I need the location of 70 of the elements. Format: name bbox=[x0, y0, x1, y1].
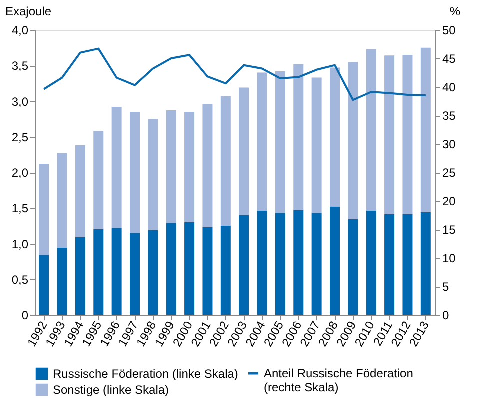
bar bbox=[348, 220, 358, 315]
bar bbox=[384, 56, 395, 215]
y2-tick-label: 35 bbox=[442, 109, 456, 123]
y-axis-title: Exajoule bbox=[6, 4, 52, 18]
bar bbox=[184, 222, 195, 315]
bar bbox=[112, 106, 122, 228]
bar bbox=[130, 233, 140, 315]
bar bbox=[239, 88, 250, 216]
bar bbox=[402, 54, 413, 215]
bar bbox=[257, 72, 268, 211]
bar bbox=[239, 215, 250, 315]
y2-tick-label: 0 bbox=[442, 308, 450, 322]
y2-tick-label: 30 bbox=[442, 138, 456, 152]
bar bbox=[275, 71, 286, 214]
bar bbox=[57, 248, 68, 315]
bar bbox=[330, 206, 340, 315]
bar bbox=[257, 210, 268, 315]
bar bbox=[420, 212, 431, 315]
bar bbox=[294, 210, 304, 315]
bar bbox=[166, 110, 176, 224]
y2-tick-label: 45 bbox=[442, 52, 456, 66]
bar bbox=[112, 228, 122, 315]
bar bbox=[148, 230, 158, 315]
y-tick-label: 3,5 bbox=[12, 59, 29, 74]
legend-label: Russische Föderation (linke Skala) bbox=[53, 367, 238, 381]
bar bbox=[202, 227, 213, 315]
bar bbox=[94, 230, 104, 315]
bar bbox=[184, 112, 195, 222]
bar bbox=[202, 104, 213, 228]
y2-tick-label: 15 bbox=[442, 223, 456, 237]
y2-tick-label: 25 bbox=[442, 166, 456, 180]
y-tick-label: 2,0 bbox=[12, 166, 29, 180]
bar bbox=[220, 226, 231, 315]
bar bbox=[39, 164, 50, 256]
y2-tick-label: 10 bbox=[442, 252, 456, 266]
bar bbox=[220, 96, 231, 226]
legend-label: Anteil Russische Föderation (rechte Skala) bbox=[264, 366, 414, 394]
bar bbox=[366, 49, 376, 211]
line-series bbox=[43, 48, 427, 102]
y2-tick-label: 40 bbox=[442, 80, 456, 94]
y-tick-label: 0,5 bbox=[12, 272, 29, 287]
y-tick-label: 2,5 bbox=[12, 130, 29, 144]
bar bbox=[148, 119, 158, 230]
legend-label: Sonstige (linke Skala) bbox=[53, 383, 170, 397]
bar bbox=[294, 64, 304, 210]
y-tick-label: 0 bbox=[22, 308, 29, 322]
bar bbox=[312, 213, 322, 315]
bar bbox=[366, 210, 376, 315]
bar bbox=[57, 153, 68, 248]
bar bbox=[75, 237, 86, 315]
y2-axis-title: % bbox=[450, 4, 461, 18]
bar bbox=[275, 213, 286, 315]
bar bbox=[402, 214, 413, 315]
bar bbox=[166, 223, 176, 315]
bar bbox=[94, 131, 104, 230]
bar bbox=[348, 62, 358, 220]
bar bbox=[130, 112, 140, 234]
y2-tick-label: 20 bbox=[442, 194, 456, 208]
bar bbox=[75, 145, 86, 238]
y-tick-label: 1,5 bbox=[12, 202, 29, 216]
y-tick-label: 4,0 bbox=[12, 24, 29, 38]
y-tick-label: 3,0 bbox=[12, 94, 29, 109]
y-tick-label: 1,0 bbox=[12, 237, 29, 252]
bar bbox=[330, 68, 340, 207]
y2-tick-label: 50 bbox=[442, 24, 456, 38]
bar bbox=[384, 214, 395, 315]
bar bbox=[39, 255, 50, 315]
y2-tick-label: 5 bbox=[442, 280, 450, 294]
bar bbox=[312, 78, 322, 214]
bar bbox=[420, 48, 431, 212]
